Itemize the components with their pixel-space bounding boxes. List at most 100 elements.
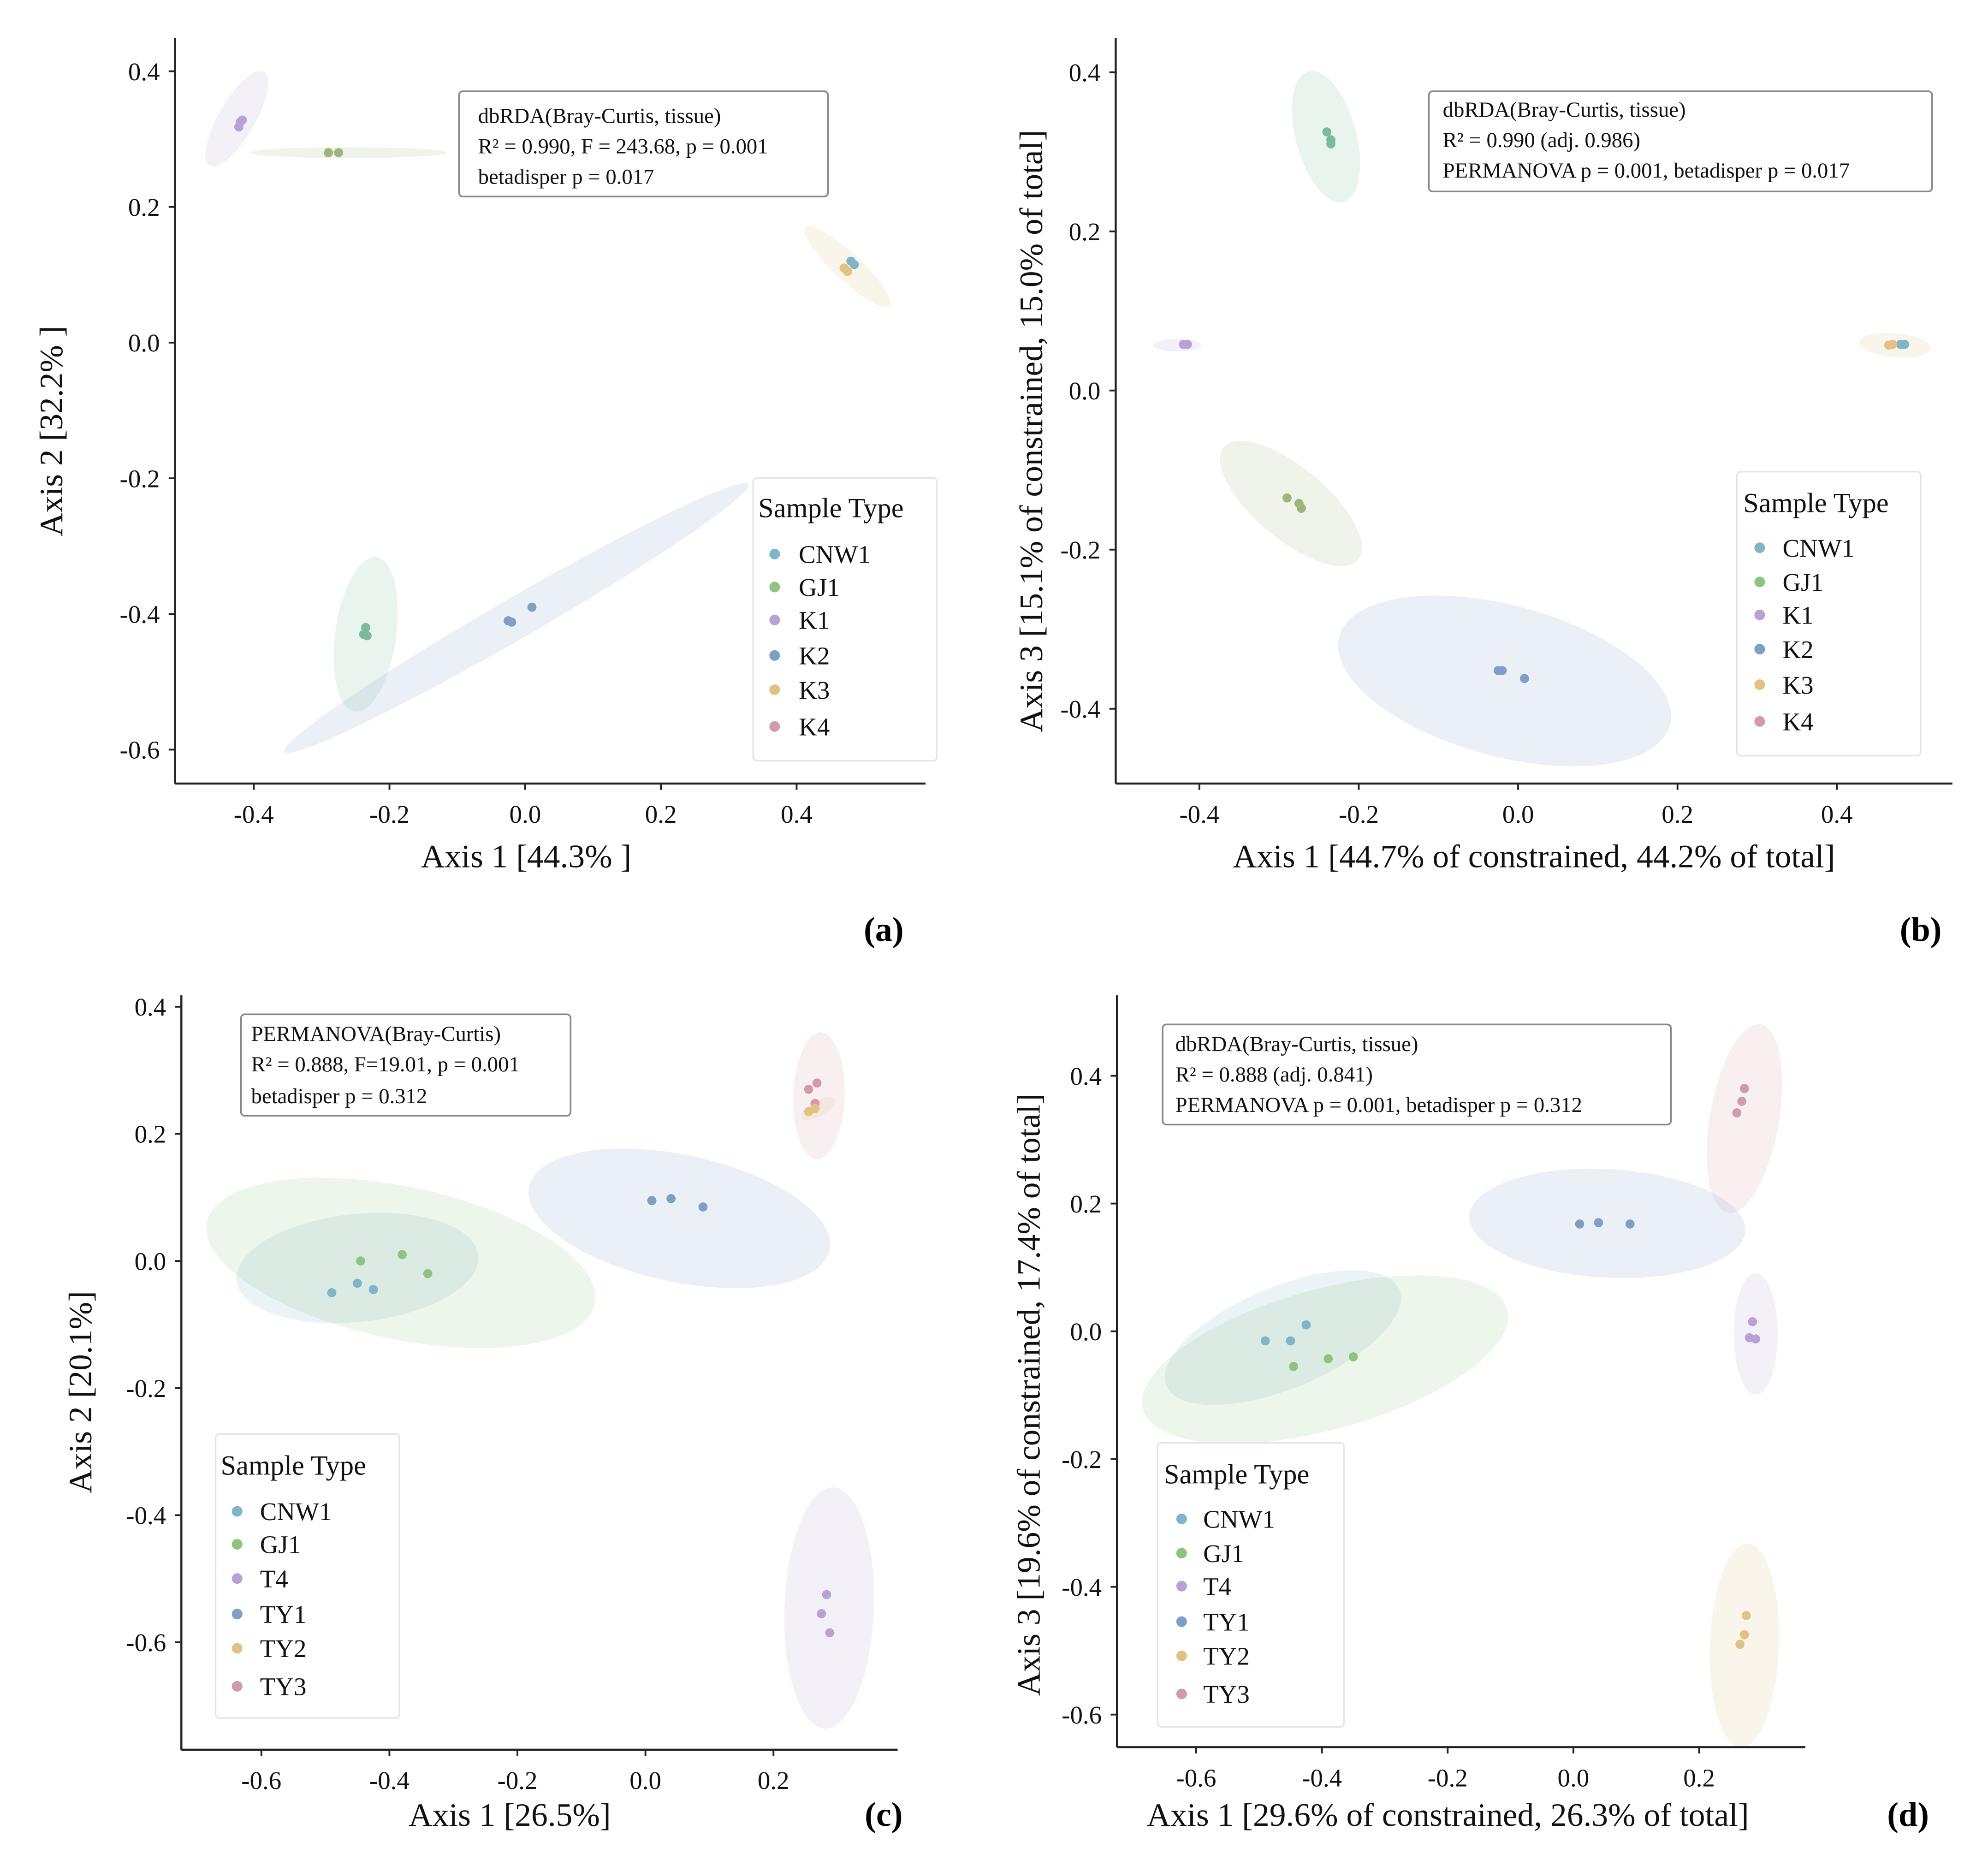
stats-line: dbRDA(Bray-Curtis, tissue) bbox=[478, 104, 721, 128]
panel-a: -0.4 -0.2 0.0 0.2 0.4 -0.6 -0.4 -0.2 0.0 0.2 0.4 Ax… bbox=[33, 38, 938, 949]
data-point-ty1 bbox=[1625, 1219, 1635, 1229]
legend-marker-k1 bbox=[1754, 609, 1765, 620]
y-tick-label: 0.0 bbox=[128, 329, 160, 357]
legend-title: Sample Type bbox=[221, 1450, 366, 1481]
y-tick-label: -0.4 bbox=[1062, 1573, 1102, 1601]
confidence-ellipse-gj1 bbox=[206, 1177, 596, 1348]
legend-marker-cnw1 bbox=[1754, 542, 1765, 553]
stats-line: dbRDA(Bray-Curtis, tissue) bbox=[1175, 1032, 1418, 1056]
data-point-k2 bbox=[1497, 666, 1507, 675]
x-tick-label: 0.0 bbox=[629, 1766, 661, 1795]
data-point-gj1_olive bbox=[324, 148, 333, 157]
data-point-cnw1 bbox=[327, 1288, 337, 1297]
data-point-ty3 bbox=[812, 1078, 822, 1088]
legend-marker-ty3 bbox=[231, 1681, 243, 1692]
x-tick-label: -0.2 bbox=[369, 800, 409, 828]
data-point-gj1_olive bbox=[1282, 493, 1292, 503]
x-tick-label: 0.2 bbox=[1662, 800, 1693, 828]
legend-marker-gj1 bbox=[1176, 1548, 1187, 1559]
legend-label-k2: K2 bbox=[799, 642, 830, 670]
x-tick-label: 0.2 bbox=[1683, 1764, 1715, 1792]
stats-line: PERMANOVA p = 0.001, betadisper p = 0.01… bbox=[1443, 159, 1850, 183]
x-tick-label: 0.0 bbox=[1558, 1764, 1590, 1792]
legend-title: Sample Type bbox=[758, 493, 903, 524]
legend-marker-t4 bbox=[231, 1573, 243, 1584]
legend-box bbox=[1736, 471, 1922, 757]
data-point-t4 bbox=[825, 1628, 835, 1638]
legend-marker-k3 bbox=[769, 684, 780, 695]
data-point-gj1 bbox=[398, 1250, 407, 1260]
panel-c: -0.6 -0.4 -0.2 0.0 0.2 -0.6 -0.4 -0.2 0.0 0.2 0.4 A… bbox=[62, 993, 902, 1834]
legend-marker-k2 bbox=[1754, 644, 1765, 655]
legend-label-cnw1: CNW1 bbox=[1782, 534, 1854, 562]
y-tick-label: -0.2 bbox=[120, 464, 160, 493]
data-point-gj1 bbox=[1348, 1352, 1358, 1361]
confidence-ellipse-ty2 bbox=[1709, 1543, 1780, 1748]
legend-marker-ty2 bbox=[1176, 1650, 1187, 1661]
x-tick-label: -0.6 bbox=[1176, 1764, 1216, 1792]
data-point-k3 bbox=[1888, 339, 1898, 349]
data-point-k2 bbox=[527, 602, 537, 612]
legend-marker-ty1 bbox=[1176, 1616, 1187, 1627]
legend-label-cnw1: CNW1 bbox=[260, 1498, 332, 1526]
panel-b: -0.4 -0.2 0.0 0.2 0.4 -0.4 -0.2 0.0 0.2 0.4 Axis 1… bbox=[1013, 38, 1952, 949]
confidence-ellipse-ty1 bbox=[528, 1148, 831, 1289]
legend-marker-cnw1 bbox=[769, 548, 780, 559]
data-point-ty1 bbox=[1575, 1219, 1584, 1229]
stats-line: R² = 0.888, F=19.01, p = 0.001 bbox=[251, 1052, 519, 1076]
data-point-t4 bbox=[817, 1609, 826, 1618]
stats-box bbox=[1428, 90, 1933, 192]
data-point-ty3 bbox=[804, 1085, 813, 1094]
x-tick-label: 0.4 bbox=[781, 800, 813, 828]
legend-label-k4: K4 bbox=[799, 713, 830, 741]
data-point-t4 bbox=[1751, 1334, 1761, 1344]
y-tick-label: -0.6 bbox=[120, 736, 160, 764]
stats-line: R² = 0.990 (adj. 0.986) bbox=[1443, 128, 1640, 152]
stats-line: PERMANOVA(Bray-Curtis) bbox=[251, 1022, 501, 1046]
legend-label-k4: K4 bbox=[1782, 708, 1813, 736]
legend-box bbox=[1157, 1442, 1345, 1728]
legend-label-ty2: TY2 bbox=[260, 1634, 307, 1663]
x-tick-label: -0.2 bbox=[1339, 800, 1379, 828]
legend-label-gj1: GJ1 bbox=[799, 573, 840, 601]
confidence-ellipse-k1 bbox=[205, 71, 268, 167]
legend-marker-k2 bbox=[769, 650, 780, 661]
legend-label-gj1: GJ1 bbox=[1203, 1539, 1244, 1568]
panel-d: -0.6 -0.4 -0.2 0.0 0.2 -0.6 -0.4 -0.2 0.0 0.2 0.4 A… bbox=[1010, 995, 1929, 1834]
legend-label-k1: K1 bbox=[799, 606, 830, 635]
data-point-cnw1 bbox=[1896, 339, 1905, 349]
legend-label-ty1: TY1 bbox=[260, 1600, 307, 1628]
data-point-k1 bbox=[1183, 339, 1192, 349]
data-point-gj1_olive bbox=[1297, 504, 1306, 513]
legend-label-ty2: TY2 bbox=[1203, 1642, 1250, 1670]
confidence-ellipse-k2 bbox=[1338, 595, 1671, 767]
x-tick-label: 0.0 bbox=[509, 800, 541, 828]
data-point-ty2 bbox=[1741, 1611, 1751, 1620]
data-point-gj1_teal bbox=[1322, 127, 1332, 137]
stats-line: R² = 0.888 (adj. 0.841) bbox=[1175, 1063, 1373, 1087]
stats-box bbox=[240, 1013, 572, 1117]
data-point-ty1 bbox=[647, 1196, 657, 1206]
legend-label-k3: K3 bbox=[799, 676, 830, 704]
legend-label-k1: K1 bbox=[1782, 601, 1813, 630]
data-point-cnw1 bbox=[353, 1278, 362, 1288]
panel-label: (b) bbox=[1900, 911, 1942, 949]
data-point-ty1 bbox=[1594, 1218, 1603, 1228]
legend-marker-gj1 bbox=[769, 582, 780, 593]
stats-line: dbRDA(Bray-Curtis, tissue) bbox=[1443, 98, 1686, 122]
y-tick-label: 0.4 bbox=[135, 993, 166, 1021]
x-tick-label: 0.2 bbox=[645, 800, 677, 828]
data-point-ty3 bbox=[1739, 1084, 1749, 1093]
confidence-ellipse-t4 bbox=[784, 1487, 874, 1729]
x-axis-label: Axis 1 [44.3% ] bbox=[421, 838, 632, 874]
y-axis-label: Axis 3 [19.6% of constrained, 17.4% of t… bbox=[1010, 1093, 1047, 1696]
y-tick-label: -0.4 bbox=[1060, 695, 1100, 723]
panel-label: (d) bbox=[1887, 1796, 1929, 1834]
legend-marker-ty1 bbox=[231, 1609, 243, 1620]
y-axis-label: Axis 3 [15.1% of constrained, 15.0% of t… bbox=[1013, 130, 1050, 732]
y-tick-label: 0.2 bbox=[1070, 1190, 1102, 1218]
y-tick-label: -0.2 bbox=[1062, 1445, 1102, 1474]
x-tick-label: 0.2 bbox=[758, 1766, 789, 1795]
confidence-ellipse-gj1_olive bbox=[250, 147, 447, 158]
